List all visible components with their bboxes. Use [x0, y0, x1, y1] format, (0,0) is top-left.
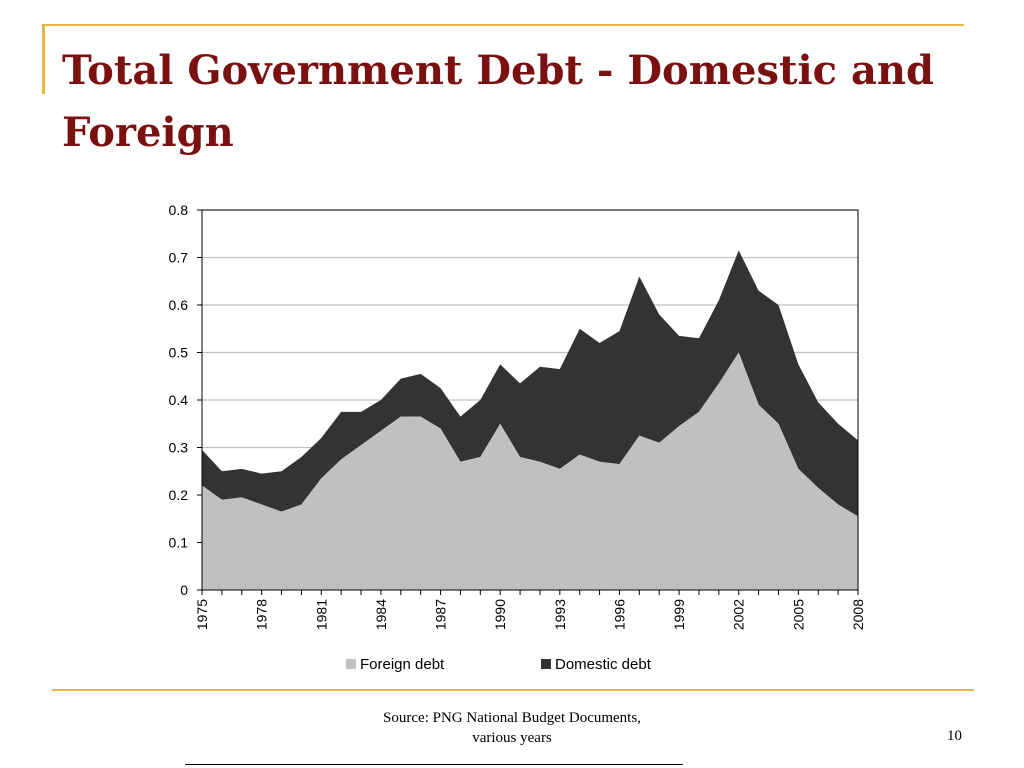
x-tick-label: 1996 — [611, 599, 627, 630]
legend-label: Domestic debt — [555, 656, 652, 673]
foreign-debt-area — [202, 352, 858, 590]
page-number: 10 — [947, 728, 962, 744]
source-line-1: Source: PNG National Budget Documents, — [383, 710, 641, 726]
footer-rule — [52, 689, 974, 691]
x-tick-label: 1999 — [671, 599, 687, 630]
x-tick-label: 2002 — [731, 599, 747, 630]
y-tick-label: 0.3 — [169, 440, 189, 456]
source-note: Source: PNG National Budget Documents, v… — [300, 708, 724, 748]
y-axis-ticks: 0 0.1 0.2 0.3 0.4 0.5 0.6 0.7 0.8 — [169, 202, 202, 598]
legend-swatch — [541, 659, 551, 669]
source-line-2: various years — [472, 730, 552, 746]
x-tick-label: 1990 — [492, 599, 508, 630]
domestic-debt-area — [202, 250, 858, 517]
footer-underline — [185, 764, 683, 765]
x-tick-label: 1978 — [254, 599, 270, 630]
y-tick-label: 0.7 — [169, 250, 189, 266]
x-tick-label: 1987 — [433, 599, 449, 630]
y-tick-label: 0.2 — [169, 487, 189, 503]
debt-area-chart: 00.10.20.30.40.50.60.70.8 1975 1978 1981 19… — [169, 202, 866, 673]
slide-title: Total Government Debt - Domestic and For… — [62, 47, 934, 156]
x-tick-label: 1981 — [313, 599, 329, 630]
x-tick-label: 2008 — [850, 599, 866, 630]
legend-swatch — [346, 659, 356, 669]
legend: Foreign debt Domestic debt — [346, 656, 652, 673]
y-tick-label: 0.5 — [169, 345, 189, 361]
y-tick-label: 0.4 — [169, 392, 189, 408]
title-top-rule — [42, 24, 964, 26]
y-tick-label: 0.8 — [169, 202, 189, 218]
x-tick-label: 1984 — [373, 599, 389, 630]
y-tick-label: 0.1 — [169, 535, 189, 551]
legend-label: Foreign debt — [360, 656, 445, 673]
x-axis-ticks: 1975 1978 1981 1984 1987 1990 1993 1996 1999 2002… — [194, 590, 866, 630]
y-tick-label: 0 — [180, 582, 188, 598]
title-side-rule — [42, 24, 45, 94]
x-tick-label: 2005 — [790, 599, 806, 630]
x-tick-label: 1975 — [194, 599, 210, 630]
y-tick-label: 0.6 — [169, 297, 189, 313]
area-series — [202, 250, 858, 590]
x-tick-label: 1993 — [552, 599, 568, 630]
